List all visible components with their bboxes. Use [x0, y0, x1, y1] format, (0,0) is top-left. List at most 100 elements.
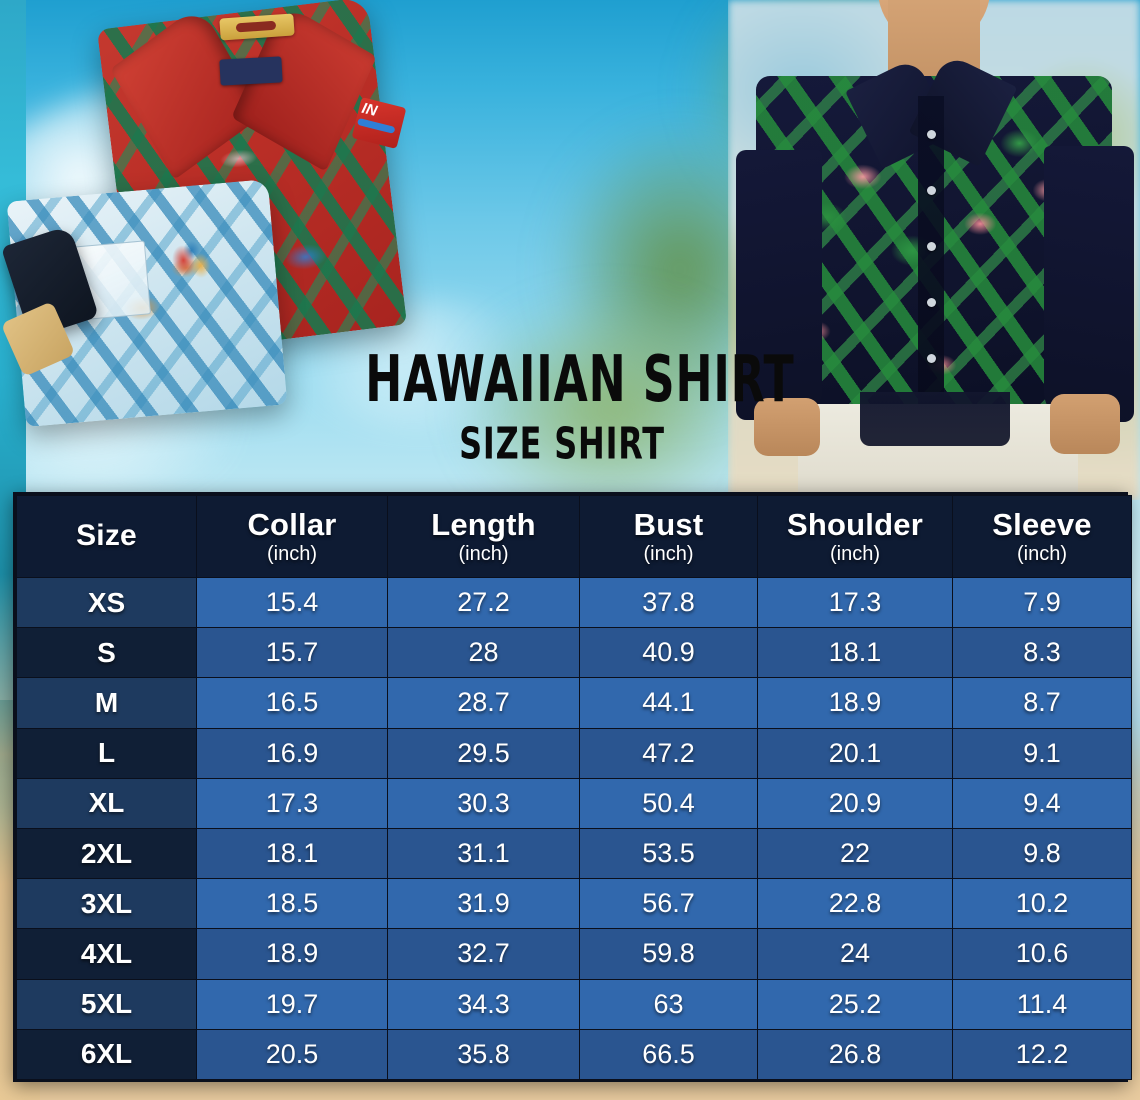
- cell-shoulder: 20.9: [757, 777, 953, 829]
- cell-collar: 15.7: [196, 627, 388, 679]
- cell-length: 31.1: [387, 827, 580, 880]
- table-row: M 16.5 28.7 44.1 18.9 8.7: [16, 677, 1132, 729]
- shirt-button: [927, 186, 936, 195]
- column-header-sleeve: Sleeve (inch): [952, 495, 1132, 578]
- size-label-cell: XL: [16, 777, 197, 829]
- size-label-cell: S: [16, 627, 197, 679]
- cell-sleeve: 8.3: [952, 627, 1132, 679]
- cell-collar: 18.1: [196, 827, 388, 880]
- blurred-foliage: [460, 300, 760, 520]
- cell-collar: 20.5: [196, 1028, 388, 1080]
- navy-size-label: [219, 56, 283, 86]
- shirt-button: [927, 298, 936, 307]
- cell-shoulder: 24: [757, 928, 953, 980]
- model-hand-left: [754, 398, 820, 456]
- size-label-cell: 4XL: [16, 928, 197, 980]
- cell-collar: 17.3: [196, 777, 388, 829]
- column-header-length-unit: (inch): [458, 542, 509, 565]
- table-row: 2XL 18.1 31.1 53.5 22 9.8: [16, 827, 1132, 880]
- size-label-cell: M: [16, 677, 197, 729]
- cell-shoulder: 22.8: [757, 878, 953, 930]
- cell-sleeve: 9.1: [952, 727, 1132, 779]
- shirt-button: [927, 130, 936, 139]
- column-header-shoulder-unit: (inch): [829, 542, 880, 565]
- table-row: 4XL 18.9 32.7 59.8 24 10.6: [16, 928, 1132, 980]
- cell-length: 27.2: [387, 576, 580, 629]
- table-row: XS 15.4 27.2 37.8 17.3 7.9: [16, 576, 1132, 629]
- cell-bust: 44.1: [579, 677, 758, 729]
- table-body: XS 15.4 27.2 37.8 17.3 7.9 S 15.7 28 40.9 18.1 8.3 M…: [16, 576, 1132, 1080]
- page-title: HAWAIIAN SHIRT: [365, 342, 795, 417]
- cell-sleeve: 8.7: [952, 677, 1132, 729]
- column-header-length-label: Length: [431, 507, 536, 543]
- cell-collar: 16.9: [196, 727, 388, 779]
- column-header-sleeve-label: Sleeve: [992, 507, 1092, 543]
- cell-bust: 59.8: [579, 928, 758, 980]
- cell-length: 28.7: [387, 677, 580, 729]
- cell-sleeve: 10.6: [952, 928, 1132, 980]
- size-chart-table: Size Collar (inch) Length (inch) Bust (i…: [16, 495, 1132, 1080]
- size-label-cell: 6XL: [16, 1028, 197, 1080]
- cell-shoulder: 22: [757, 827, 953, 880]
- column-header-collar-label: Collar: [247, 507, 337, 543]
- size-label-cell: 2XL: [16, 827, 197, 880]
- cell-shoulder: 17.3: [757, 576, 953, 629]
- cell-sleeve: 12.2: [952, 1028, 1132, 1080]
- column-header-bust-label: Bust: [633, 507, 704, 543]
- cell-length: 29.5: [387, 727, 580, 779]
- cell-shoulder: 18.9: [757, 677, 953, 729]
- cell-bust: 63: [579, 978, 758, 1030]
- cell-shoulder: 18.1: [757, 627, 953, 679]
- table-header-row: Size Collar (inch) Length (inch) Bust (i…: [16, 495, 1132, 578]
- table-row: 5XL 19.7 34.3 63 25.2 11.4: [16, 978, 1132, 1030]
- cell-collar: 15.4: [196, 576, 388, 629]
- size-label-cell: 5XL: [16, 978, 197, 1030]
- cell-collar: 16.5: [196, 677, 388, 729]
- column-header-collar: Collar (inch): [196, 495, 388, 578]
- cell-shoulder: 20.1: [757, 727, 953, 779]
- shirt-hem: [860, 392, 1010, 446]
- table-header: Size Collar (inch) Length (inch) Bust (i…: [16, 495, 1132, 578]
- table-row: 3XL 18.5 31.9 56.7 22.8 10.2: [16, 878, 1132, 930]
- cell-shoulder: 26.8: [757, 1028, 953, 1080]
- cell-length: 34.3: [387, 978, 580, 1030]
- column-header-bust: Bust (inch): [579, 495, 758, 578]
- column-header-length: Length (inch): [387, 495, 580, 578]
- model-sleeve-left: [736, 150, 822, 420]
- column-header-bust-unit: (inch): [643, 542, 694, 565]
- cell-length: 30.3: [387, 777, 580, 829]
- cell-sleeve: 10.2: [952, 878, 1132, 930]
- cell-collar: 18.5: [196, 878, 388, 930]
- cell-sleeve: 7.9: [952, 576, 1132, 629]
- cell-length: 31.9: [387, 878, 580, 930]
- cell-shoulder: 25.2: [757, 978, 953, 1030]
- cell-bust: 40.9: [579, 627, 758, 679]
- table-row: XL 17.3 30.3 50.4 20.9 9.4: [16, 777, 1132, 829]
- folded-shirts-photo: [0, 0, 408, 464]
- column-header-shoulder-label: Shoulder: [787, 507, 923, 543]
- cell-bust: 47.2: [579, 727, 758, 779]
- size-chart-container: Size Collar (inch) Length (inch) Bust (i…: [13, 492, 1132, 1082]
- size-label-cell: L: [16, 727, 197, 779]
- table-row: 6XL 20.5 35.8 66.5 26.8 12.2: [16, 1028, 1132, 1080]
- cell-sleeve: 11.4: [952, 978, 1132, 1030]
- title-block: HAWAIIAN SHIRT SIZE SHIRT: [322, 342, 802, 465]
- cell-collar: 18.9: [196, 928, 388, 980]
- page-subtitle: SIZE SHIRT: [459, 418, 665, 469]
- cell-collar: 19.7: [196, 978, 388, 1030]
- shirt-button-placket: [918, 96, 944, 412]
- cell-sleeve: 9.4: [952, 777, 1132, 829]
- size-label-cell: 3XL: [16, 878, 197, 930]
- cell-bust: 50.4: [579, 777, 758, 829]
- model-photo: [728, 0, 1140, 500]
- parrot-print-motif: [154, 227, 230, 299]
- cell-length: 35.8: [387, 1028, 580, 1080]
- model-sleeve-right: [1044, 146, 1134, 422]
- table-row: L 16.9 29.5 47.2 20.1 9.1: [16, 727, 1132, 779]
- column-header-size-label: Size: [76, 519, 137, 553]
- cell-bust: 53.5: [579, 827, 758, 880]
- size-label-cell: XS: [16, 576, 197, 629]
- cell-length: 32.7: [387, 928, 580, 980]
- column-header-sleeve-unit: (inch): [1016, 542, 1067, 565]
- shirt-button: [927, 354, 936, 363]
